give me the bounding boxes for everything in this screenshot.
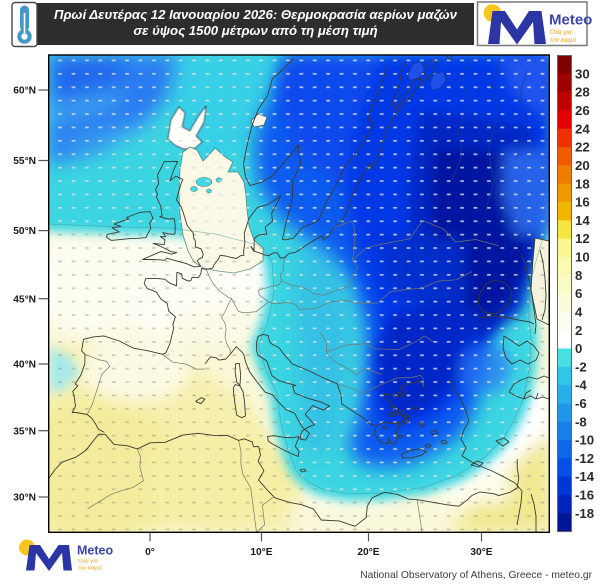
svg-text:18: 18 — [575, 176, 590, 191]
svg-text:60°N: 60°N — [13, 86, 36, 97]
svg-text:2: 2 — [575, 323, 582, 338]
svg-text:4: 4 — [575, 304, 583, 319]
svg-text:-6: -6 — [575, 396, 587, 411]
svg-text:-2: -2 — [575, 359, 587, 374]
svg-text:40°N: 40°N — [13, 360, 36, 371]
svg-text:6: 6 — [575, 286, 582, 301]
svg-text:14: 14 — [575, 213, 590, 228]
svg-text:28: 28 — [575, 85, 590, 100]
svg-text:-16: -16 — [575, 488, 594, 503]
svg-text:τον καιρό: τον καιρό — [550, 36, 576, 44]
svg-text:0°: 0° — [145, 547, 155, 558]
svg-text:12: 12 — [575, 231, 590, 246]
svg-text:τον καιρό: τον καιρό — [78, 565, 103, 572]
svg-text:-10: -10 — [575, 433, 594, 448]
svg-text:16: 16 — [575, 195, 590, 210]
svg-text:Meteo: Meteo — [77, 544, 113, 558]
svg-text:10: 10 — [575, 250, 590, 265]
svg-text:20°E: 20°E — [357, 547, 379, 558]
svg-text:30: 30 — [575, 66, 590, 81]
svg-text:50°N: 50°N — [13, 226, 36, 237]
svg-text:National Observatory of Athens: National Observatory of Athens, Greece -… — [360, 570, 592, 581]
svg-text:8: 8 — [575, 268, 582, 283]
svg-text:Όλα για: Όλα για — [77, 559, 98, 565]
svg-text:-8: -8 — [575, 414, 587, 429]
svg-text:45°N: 45°N — [13, 294, 36, 305]
svg-text:24: 24 — [575, 121, 590, 136]
svg-text:30°E: 30°E — [470, 547, 492, 558]
svg-text:26: 26 — [575, 103, 590, 118]
svg-text:35°N: 35°N — [13, 426, 36, 437]
svg-text:55°N: 55°N — [13, 156, 36, 167]
svg-text:-4: -4 — [575, 378, 587, 393]
svg-text:30°N: 30°N — [13, 493, 36, 504]
svg-text:Meteo: Meteo — [549, 12, 592, 29]
svg-text:20: 20 — [575, 158, 590, 173]
svg-text:0: 0 — [575, 341, 582, 356]
svg-text:-12: -12 — [575, 451, 594, 466]
svg-text:-14: -14 — [575, 469, 595, 484]
svg-text:22: 22 — [575, 140, 590, 155]
svg-text:Όλα για: Όλα για — [549, 29, 572, 36]
svg-text:10°E: 10°E — [250, 547, 272, 558]
svg-text:-18: -18 — [575, 506, 594, 521]
